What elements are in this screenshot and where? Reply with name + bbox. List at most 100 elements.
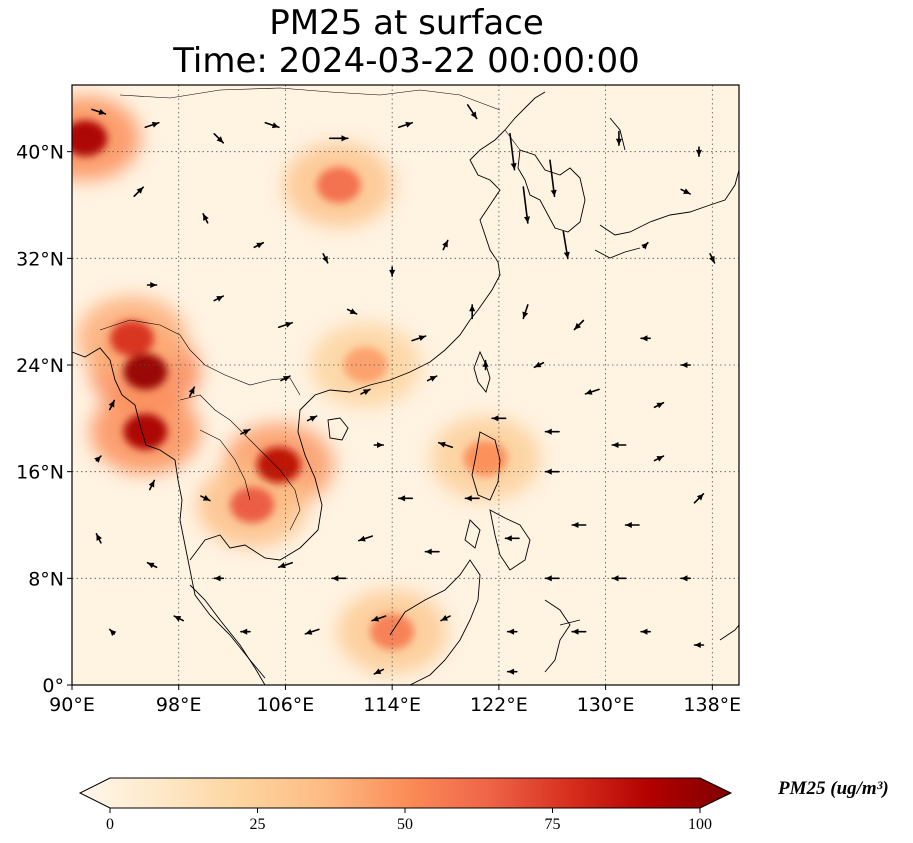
title-line-1: PM25 at surface xyxy=(269,3,544,43)
border-china-mongolia xyxy=(119,87,501,111)
coastline-korea xyxy=(517,149,586,233)
lat-tick-label: 32°N xyxy=(16,248,64,270)
wind-arrow-head xyxy=(441,615,449,621)
map-plot-area xyxy=(72,85,739,685)
border-china-korea xyxy=(504,129,521,151)
wind-arrow-head xyxy=(372,615,380,622)
pm25-hotspot xyxy=(256,447,301,483)
wind-arrow-head xyxy=(389,269,396,277)
coastline-new-guinea xyxy=(719,624,739,641)
border-indochina xyxy=(179,394,301,531)
lon-tick-label: 114°E xyxy=(363,694,421,716)
wind-vectors xyxy=(91,104,716,675)
wind-arrow-head xyxy=(242,429,250,435)
lat-tick-label: 24°N xyxy=(16,355,64,377)
wind-arrow-head xyxy=(550,189,557,197)
wind-arrow-head xyxy=(377,441,384,449)
pm25-hotspot xyxy=(463,440,508,477)
wind-arrow-head xyxy=(612,575,619,582)
wind-arrow-head xyxy=(202,495,210,501)
wind-arrow-head xyxy=(510,163,517,170)
pm25-hotspot xyxy=(72,120,108,157)
wind-arrow-head xyxy=(545,468,552,475)
wind-arrow-head xyxy=(438,441,446,448)
title-line-2: Time: 2024-03-22 00:00:00 xyxy=(173,41,640,81)
country-borders xyxy=(99,87,521,531)
wind-arrow-head xyxy=(305,629,313,635)
coastline-sumatra xyxy=(189,584,266,685)
wind-arrow-head xyxy=(322,255,328,263)
wind-arrow-head xyxy=(278,562,286,569)
wind-arrow-head xyxy=(442,240,448,248)
wind-arrow-head xyxy=(696,493,704,501)
wind-arrow-head xyxy=(522,311,529,319)
wind-arrow-head xyxy=(681,361,688,369)
lat-tick-label: 0° xyxy=(42,675,64,697)
wind-arrow-head xyxy=(507,628,515,635)
wind-arrow-head xyxy=(216,296,224,302)
wind-arrow-head xyxy=(470,111,477,119)
wind-arrow-head xyxy=(150,281,157,289)
border-china-south xyxy=(99,319,301,396)
wind-arrow-head xyxy=(505,535,512,542)
wind-arrow-head xyxy=(625,521,632,529)
wind-arrow-head xyxy=(641,628,648,635)
wind-arrow-head xyxy=(256,242,264,249)
wind-arrow-head xyxy=(374,668,382,674)
coastline-borneo xyxy=(389,559,481,685)
pm25-hotspot xyxy=(123,353,168,390)
lat-tick-label: 40°N xyxy=(16,142,64,164)
lon-tick-label: 130°E xyxy=(577,694,635,716)
wind-arrow-head xyxy=(203,213,209,221)
wind-arrow-head xyxy=(465,495,472,502)
lon-tick-label: 90°E xyxy=(49,694,95,716)
wind-arrow-head xyxy=(349,308,357,314)
wind-arrow-head xyxy=(572,521,579,529)
wind-arrow-head xyxy=(681,575,688,582)
longitude-ticks: 90°E 98°E 106°E 114°E 122°E 130°E 138°E xyxy=(49,685,741,716)
coastline-mainland xyxy=(72,91,546,679)
wind-arrow-head xyxy=(429,376,437,382)
wind-arrow-head xyxy=(563,251,570,259)
wind-arrow-head xyxy=(418,335,426,341)
coastline-sulawesi xyxy=(544,599,581,673)
colorbar-tick-label: 75 xyxy=(545,816,561,833)
coastline-japan xyxy=(594,117,739,259)
wind-arrow-head xyxy=(148,480,155,488)
pm25-hotspot xyxy=(316,167,361,203)
colorbar-tick-label: 0 xyxy=(106,816,114,833)
wind-arrow-head xyxy=(545,575,552,582)
pm25-hotspot xyxy=(110,320,155,357)
wind-arrow-head xyxy=(425,548,432,555)
lat-tick-label: 16°N xyxy=(16,462,64,484)
wind-arrow-head xyxy=(507,668,515,675)
wind-arrow-head xyxy=(524,216,531,223)
lon-tick-label: 138°E xyxy=(683,694,741,716)
colorbar-label: PM25 (ug/m³) xyxy=(778,778,889,799)
wind-arrow-head xyxy=(188,387,195,395)
lon-tick-label: 122°E xyxy=(470,694,528,716)
wind-arrow-head xyxy=(695,149,703,157)
wind-arrow-head xyxy=(641,242,648,250)
coastlines xyxy=(72,91,739,685)
latitude-ticks: 0° 8°N 16°N 24°N 32°N 40°N xyxy=(16,142,72,697)
wind-arrow-head xyxy=(709,255,715,263)
wind-arrow-head xyxy=(615,138,622,146)
wind-arrow-head xyxy=(482,360,489,367)
coastline-luzon xyxy=(471,431,501,501)
wind-arrow-head xyxy=(94,456,101,463)
wind-arrow-head xyxy=(216,136,224,143)
wind-arrow-head xyxy=(309,416,317,422)
wind-arrow-head xyxy=(656,456,664,462)
wind-arrow-head xyxy=(545,428,552,435)
wind-arrow-head xyxy=(694,641,701,649)
wind-arrow-head xyxy=(332,575,339,582)
wind-arrow-head xyxy=(683,188,691,194)
lon-tick-label: 98°E xyxy=(156,694,202,716)
coastline-philippines-south xyxy=(464,509,531,571)
wind-arrow-head xyxy=(240,628,248,635)
wind-arrow-head xyxy=(174,616,182,622)
wind-arrow-head xyxy=(151,121,159,128)
wind-arrow-head xyxy=(405,121,413,128)
